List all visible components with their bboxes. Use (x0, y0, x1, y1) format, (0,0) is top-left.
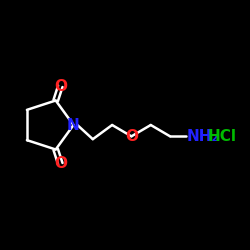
Text: NH₂: NH₂ (186, 129, 218, 144)
Text: HCl: HCl (208, 129, 237, 144)
Text: O: O (54, 156, 67, 171)
Text: O: O (54, 79, 67, 94)
Text: O: O (125, 129, 138, 144)
Text: N: N (67, 118, 80, 132)
